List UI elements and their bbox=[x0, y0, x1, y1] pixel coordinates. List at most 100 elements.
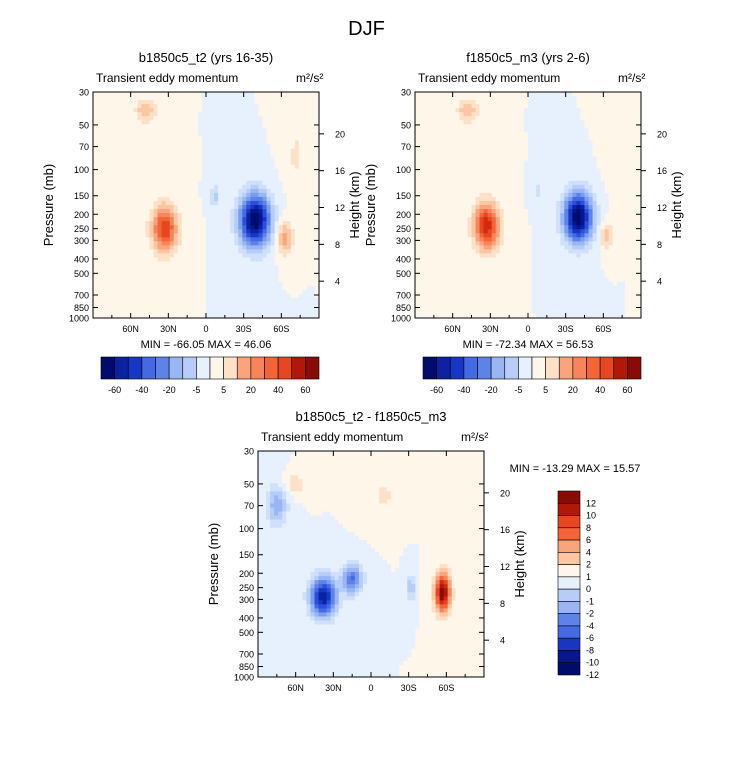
field-cell bbox=[427, 144, 432, 149]
field-cell bbox=[189, 160, 195, 166]
field-cell bbox=[266, 120, 271, 125]
field-cell bbox=[302, 200, 308, 206]
field-cell bbox=[226, 297, 231, 303]
field-cell bbox=[572, 108, 577, 113]
field-cell bbox=[483, 104, 489, 109]
field-cell bbox=[447, 196, 452, 202]
field-cell bbox=[177, 253, 183, 258]
field-cell bbox=[222, 289, 227, 295]
field-cell bbox=[483, 209, 489, 214]
field-cell bbox=[125, 164, 130, 170]
field-cell bbox=[278, 128, 284, 133]
field-cell bbox=[125, 281, 130, 287]
field-cell bbox=[499, 148, 505, 153]
field-cell bbox=[230, 172, 235, 178]
field-cell bbox=[210, 205, 215, 210]
field-cell bbox=[125, 108, 130, 113]
field-cell bbox=[238, 241, 243, 246]
field-cell bbox=[161, 313, 167, 319]
field-cell bbox=[427, 196, 432, 202]
field-cell bbox=[306, 160, 312, 166]
field-cell bbox=[511, 112, 517, 117]
field-cell bbox=[290, 164, 296, 170]
field-cell bbox=[173, 293, 179, 299]
field-cell bbox=[306, 128, 312, 133]
field-cell bbox=[467, 96, 472, 101]
field-cell bbox=[113, 309, 118, 315]
field-cell bbox=[137, 265, 142, 270]
field-cell bbox=[568, 144, 573, 149]
field-cell bbox=[137, 164, 142, 170]
field-cell bbox=[173, 225, 179, 230]
field-cell bbox=[302, 213, 308, 218]
field-cell bbox=[310, 309, 316, 315]
field-cell bbox=[604, 172, 610, 178]
field-cell bbox=[105, 241, 110, 246]
field-cell bbox=[165, 100, 171, 105]
field-cell bbox=[153, 233, 158, 238]
field-cell bbox=[242, 196, 247, 202]
field-cell bbox=[181, 285, 187, 291]
field-cell bbox=[197, 313, 203, 319]
field-cell bbox=[503, 213, 509, 218]
field-cell bbox=[165, 96, 171, 101]
field-cell bbox=[560, 172, 565, 178]
field-cell bbox=[197, 205, 203, 210]
field-cell bbox=[242, 297, 247, 303]
field-cell bbox=[560, 188, 565, 194]
field-cell bbox=[97, 253, 102, 258]
field-cell bbox=[201, 209, 207, 214]
field-cell bbox=[238, 301, 243, 307]
field-cell bbox=[185, 188, 191, 194]
field-cell bbox=[242, 120, 247, 125]
field-cell bbox=[169, 148, 175, 153]
field-cell bbox=[463, 132, 468, 137]
field-cell bbox=[532, 168, 537, 174]
colorbar-swatch bbox=[155, 356, 170, 380]
field-cell bbox=[270, 176, 276, 182]
field-cell bbox=[536, 140, 541, 145]
field-cell bbox=[483, 132, 489, 137]
field-cell bbox=[608, 180, 614, 186]
field-cell bbox=[222, 233, 227, 238]
field-cell bbox=[560, 160, 565, 166]
field-cell bbox=[447, 180, 452, 186]
field-cell bbox=[222, 261, 227, 266]
field-cell bbox=[169, 297, 175, 303]
field-cell bbox=[230, 92, 235, 97]
field-cell bbox=[201, 305, 207, 311]
field-cell bbox=[161, 233, 167, 238]
field-cell bbox=[612, 156, 618, 162]
field-cell bbox=[523, 176, 529, 182]
field-cell bbox=[612, 205, 618, 210]
field-cell bbox=[290, 148, 296, 153]
field-cell bbox=[222, 293, 227, 299]
field-cell bbox=[181, 309, 187, 315]
field-cell bbox=[302, 265, 308, 270]
field-cell bbox=[177, 273, 183, 279]
field-cell bbox=[568, 192, 573, 198]
field-cell bbox=[214, 128, 219, 133]
field-cell bbox=[612, 200, 618, 206]
field-cell bbox=[125, 313, 130, 319]
field-cell bbox=[310, 269, 316, 275]
field-cell bbox=[222, 209, 227, 214]
field-cell bbox=[576, 213, 581, 218]
field-cell bbox=[290, 253, 296, 258]
field-cell bbox=[544, 92, 549, 97]
field-cell bbox=[298, 313, 304, 319]
field-cell bbox=[185, 261, 191, 266]
field-cell bbox=[93, 108, 98, 113]
field-cell bbox=[246, 273, 251, 279]
field-cell bbox=[161, 241, 167, 246]
field-cell bbox=[185, 241, 191, 246]
field-cell bbox=[270, 273, 276, 279]
field-cell bbox=[286, 313, 292, 319]
field-cell bbox=[266, 112, 271, 117]
field-cell bbox=[419, 205, 424, 210]
field-cell bbox=[511, 136, 517, 141]
field-cell bbox=[560, 156, 565, 162]
field-cell bbox=[507, 188, 513, 194]
field-cell bbox=[515, 188, 521, 194]
field-cell bbox=[274, 100, 280, 105]
